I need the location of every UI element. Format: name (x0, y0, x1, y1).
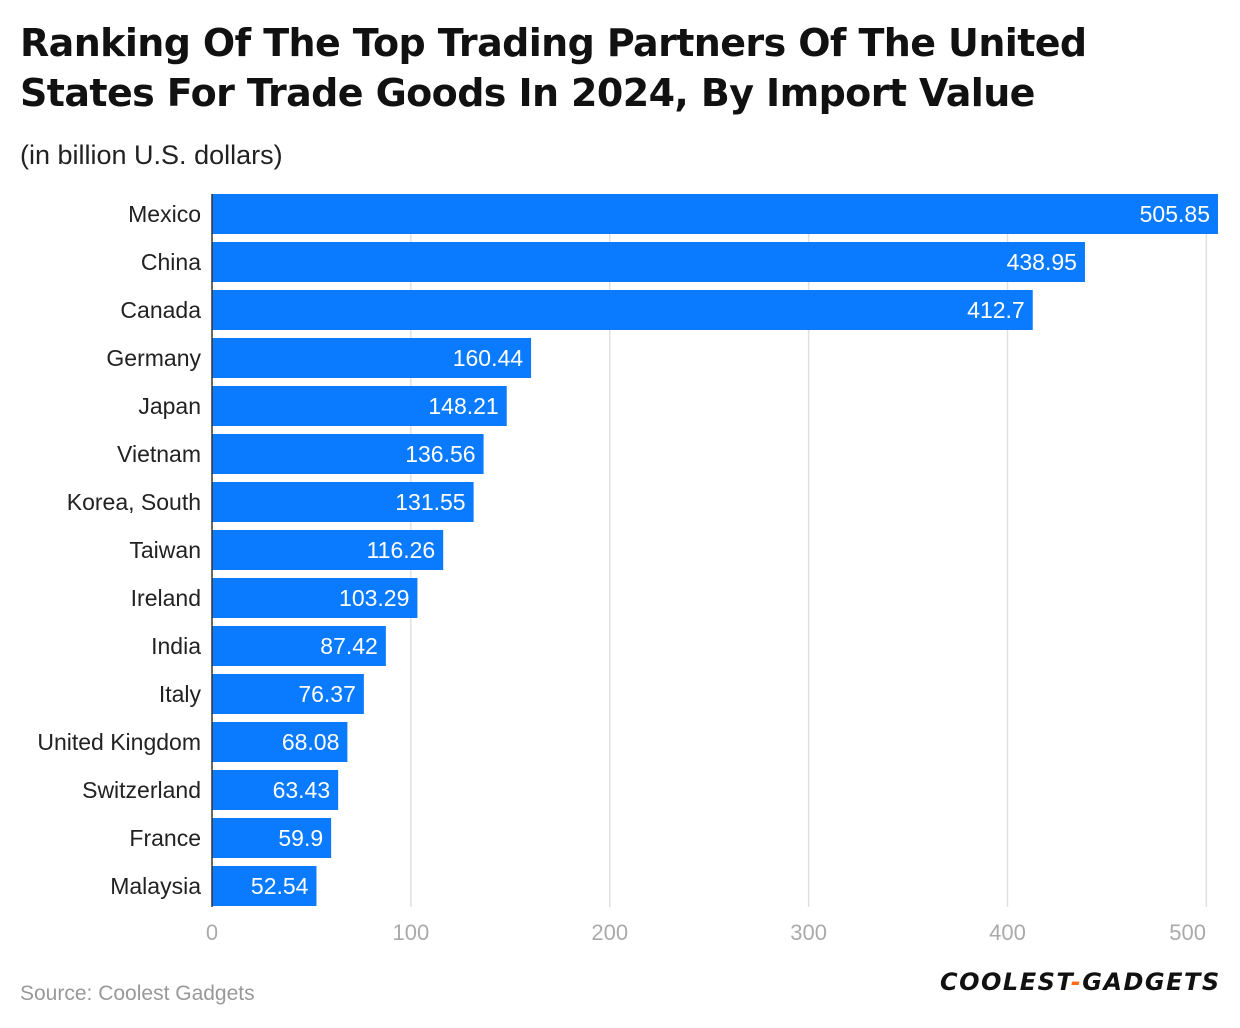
category-label: Mexico (128, 201, 201, 227)
value-label: 412.7 (967, 297, 1025, 323)
bar (212, 242, 1085, 282)
value-label: 116.26 (367, 537, 436, 563)
value-label: 160.44 (453, 345, 524, 371)
x-tick-label: 200 (591, 920, 628, 945)
bar (212, 866, 317, 906)
value-label: 148.21 (428, 393, 498, 419)
x-tick-label: 300 (790, 920, 827, 945)
category-label: Taiwan (129, 537, 201, 563)
bar (212, 818, 332, 858)
category-label: Korea, South (67, 489, 201, 515)
value-label: 103.29 (339, 585, 409, 611)
category-label: Canada (120, 297, 201, 323)
category-label: France (129, 825, 201, 851)
x-tick-label: 100 (393, 920, 430, 945)
bar-chart: 505.85 438.95 412.7 160.44 148.21 136.56 131.5… (37, 194, 1218, 945)
category-label: India (151, 633, 201, 659)
bars: 505.85 438.95 412.7 160.44 148.21 136.56 131.5… (212, 194, 1218, 906)
category-label: United Kingdom (37, 729, 201, 755)
logo-text-2: GADGETS (1082, 968, 1221, 996)
value-label: 63.43 (273, 777, 331, 803)
category-label: Italy (159, 681, 202, 707)
chart-subtitle: (in billion U.S. dollars) (20, 140, 283, 170)
category-label: China (141, 249, 201, 275)
bar (212, 770, 339, 810)
value-label: 505.85 (1140, 201, 1210, 227)
value-label: 131.55 (395, 489, 465, 515)
bar (212, 674, 364, 714)
source-note: Source: Coolest Gadgets (20, 982, 255, 1005)
x-tick-label: 400 (989, 920, 1026, 945)
bar (212, 626, 386, 666)
brand-logo: COOLEST-GADGETS (940, 968, 1221, 996)
category-label: Germany (106, 345, 201, 371)
bar (212, 722, 348, 762)
category-label: Malaysia (110, 873, 201, 899)
bar (212, 338, 532, 378)
bar (212, 434, 484, 474)
value-label: 438.95 (1007, 249, 1077, 275)
category-label: Japan (138, 393, 201, 419)
category-label: Vietnam (117, 441, 201, 467)
x-tick-label: 0 (206, 920, 218, 945)
bar (212, 482, 474, 522)
value-label: 87.42 (320, 633, 378, 659)
x-tick-label: 500 (1169, 920, 1206, 945)
category-label: Switzerland (82, 777, 201, 803)
bar (212, 578, 418, 618)
axes: 0 100 200 300 400 500 Mexico China Canada Germany… (37, 194, 1206, 945)
logo-separator: - (1070, 968, 1083, 996)
bar (212, 194, 1218, 234)
value-label: 68.08 (282, 729, 340, 755)
value-label: 76.37 (298, 681, 356, 707)
bar (212, 386, 507, 426)
logo-text-1: COOLEST (940, 968, 1071, 996)
value-label: 136.56 (405, 441, 475, 467)
chart-title: Ranking Of The Top Trading Partners Of T… (20, 21, 1087, 115)
bar (212, 530, 444, 570)
bar (212, 290, 1033, 330)
value-label: 59.9 (278, 825, 323, 851)
category-label: Ireland (131, 585, 201, 611)
value-label: 52.54 (251, 873, 309, 899)
